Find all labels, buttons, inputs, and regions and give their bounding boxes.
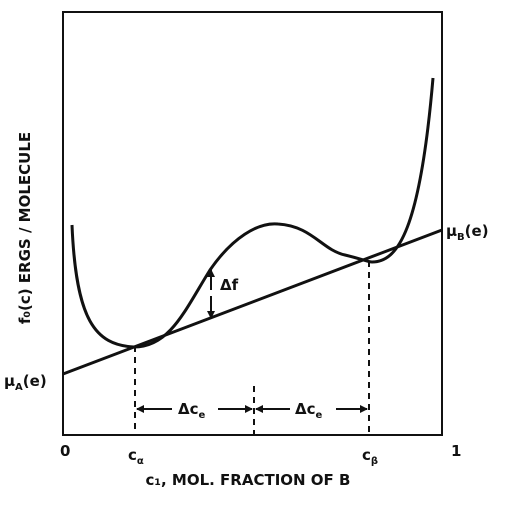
x-tick-zero: 0 — [60, 442, 70, 460]
c-beta-label: cβ — [362, 446, 378, 467]
y-axis-label: f₀(c) ERGS / MOLECULE — [16, 132, 34, 324]
x-tick-one: 1 — [451, 442, 461, 460]
free-energy-curve — [70, 77, 435, 349]
delta-c-left-label: Δce — [178, 400, 206, 421]
delta-f-label: Δf — [220, 276, 239, 294]
mu-a-label: μA(e) — [4, 372, 47, 393]
c-alpha-label: cα — [128, 446, 144, 467]
x-axis-label: c₁, MOL. FRACTION OF B — [146, 471, 351, 489]
common-tangent-line — [62, 228, 443, 376]
delta-c-right-label: Δce — [295, 400, 323, 421]
plot-frame — [62, 11, 443, 436]
mu-b-label: μB(e) — [446, 222, 489, 243]
